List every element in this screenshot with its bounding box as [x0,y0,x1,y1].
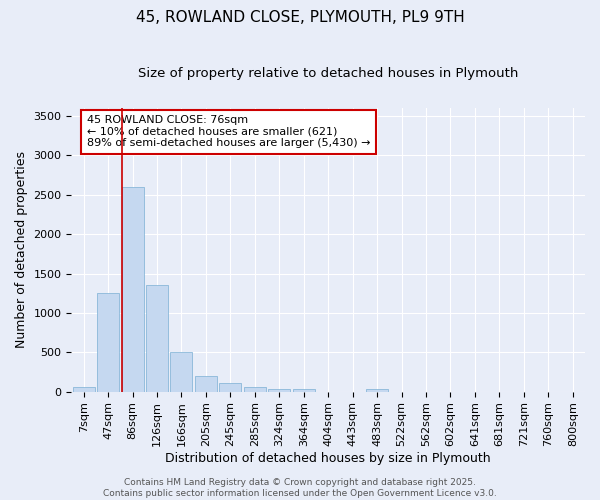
Y-axis label: Number of detached properties: Number of detached properties [15,152,28,348]
X-axis label: Distribution of detached houses by size in Plymouth: Distribution of detached houses by size … [166,452,491,465]
Bar [195,376,217,392]
Bar [170,352,193,392]
Bar [122,187,143,392]
Bar [73,388,95,392]
Text: 45 ROWLAND CLOSE: 76sqm
← 10% of detached houses are smaller (621)
89% of semi-d: 45 ROWLAND CLOSE: 76sqm ← 10% of detache… [87,115,370,148]
Text: 45, ROWLAND CLOSE, PLYMOUTH, PL9 9TH: 45, ROWLAND CLOSE, PLYMOUTH, PL9 9TH [136,10,464,25]
Bar [220,383,241,392]
Bar [97,293,119,392]
Bar [146,284,168,392]
Title: Size of property relative to detached houses in Plymouth: Size of property relative to detached ho… [138,68,518,80]
Bar [268,388,290,392]
Text: Contains HM Land Registry data © Crown copyright and database right 2025.
Contai: Contains HM Land Registry data © Crown c… [103,478,497,498]
Bar [293,390,315,392]
Bar [244,388,266,392]
Bar [366,390,388,392]
